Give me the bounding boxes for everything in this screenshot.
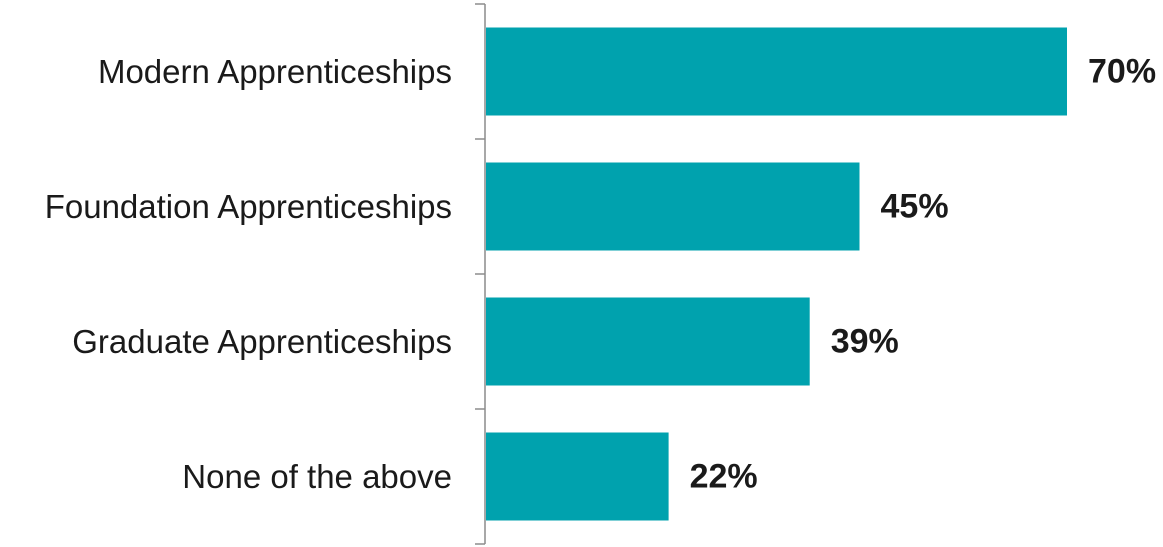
category-label: Foundation Apprenticeships: [45, 188, 452, 225]
bar: [486, 432, 669, 521]
category-label: Modern Apprenticeships: [98, 53, 452, 90]
bar: [486, 162, 860, 251]
bars-layer: [486, 27, 1067, 521]
value-label: 70%: [1088, 53, 1156, 91]
category-label: None of the above: [182, 458, 452, 495]
labels-layer: Modern Apprenticeships 70% Foundation Appr…: [45, 53, 1156, 496]
bar: [486, 27, 1067, 116]
value-label: 22%: [690, 458, 758, 496]
value-label: 39%: [831, 323, 899, 361]
bar: [486, 297, 810, 386]
value-label: 45%: [881, 188, 949, 226]
category-axis: [475, 3, 486, 545]
category-label: Graduate Apprenticeships: [72, 323, 452, 360]
